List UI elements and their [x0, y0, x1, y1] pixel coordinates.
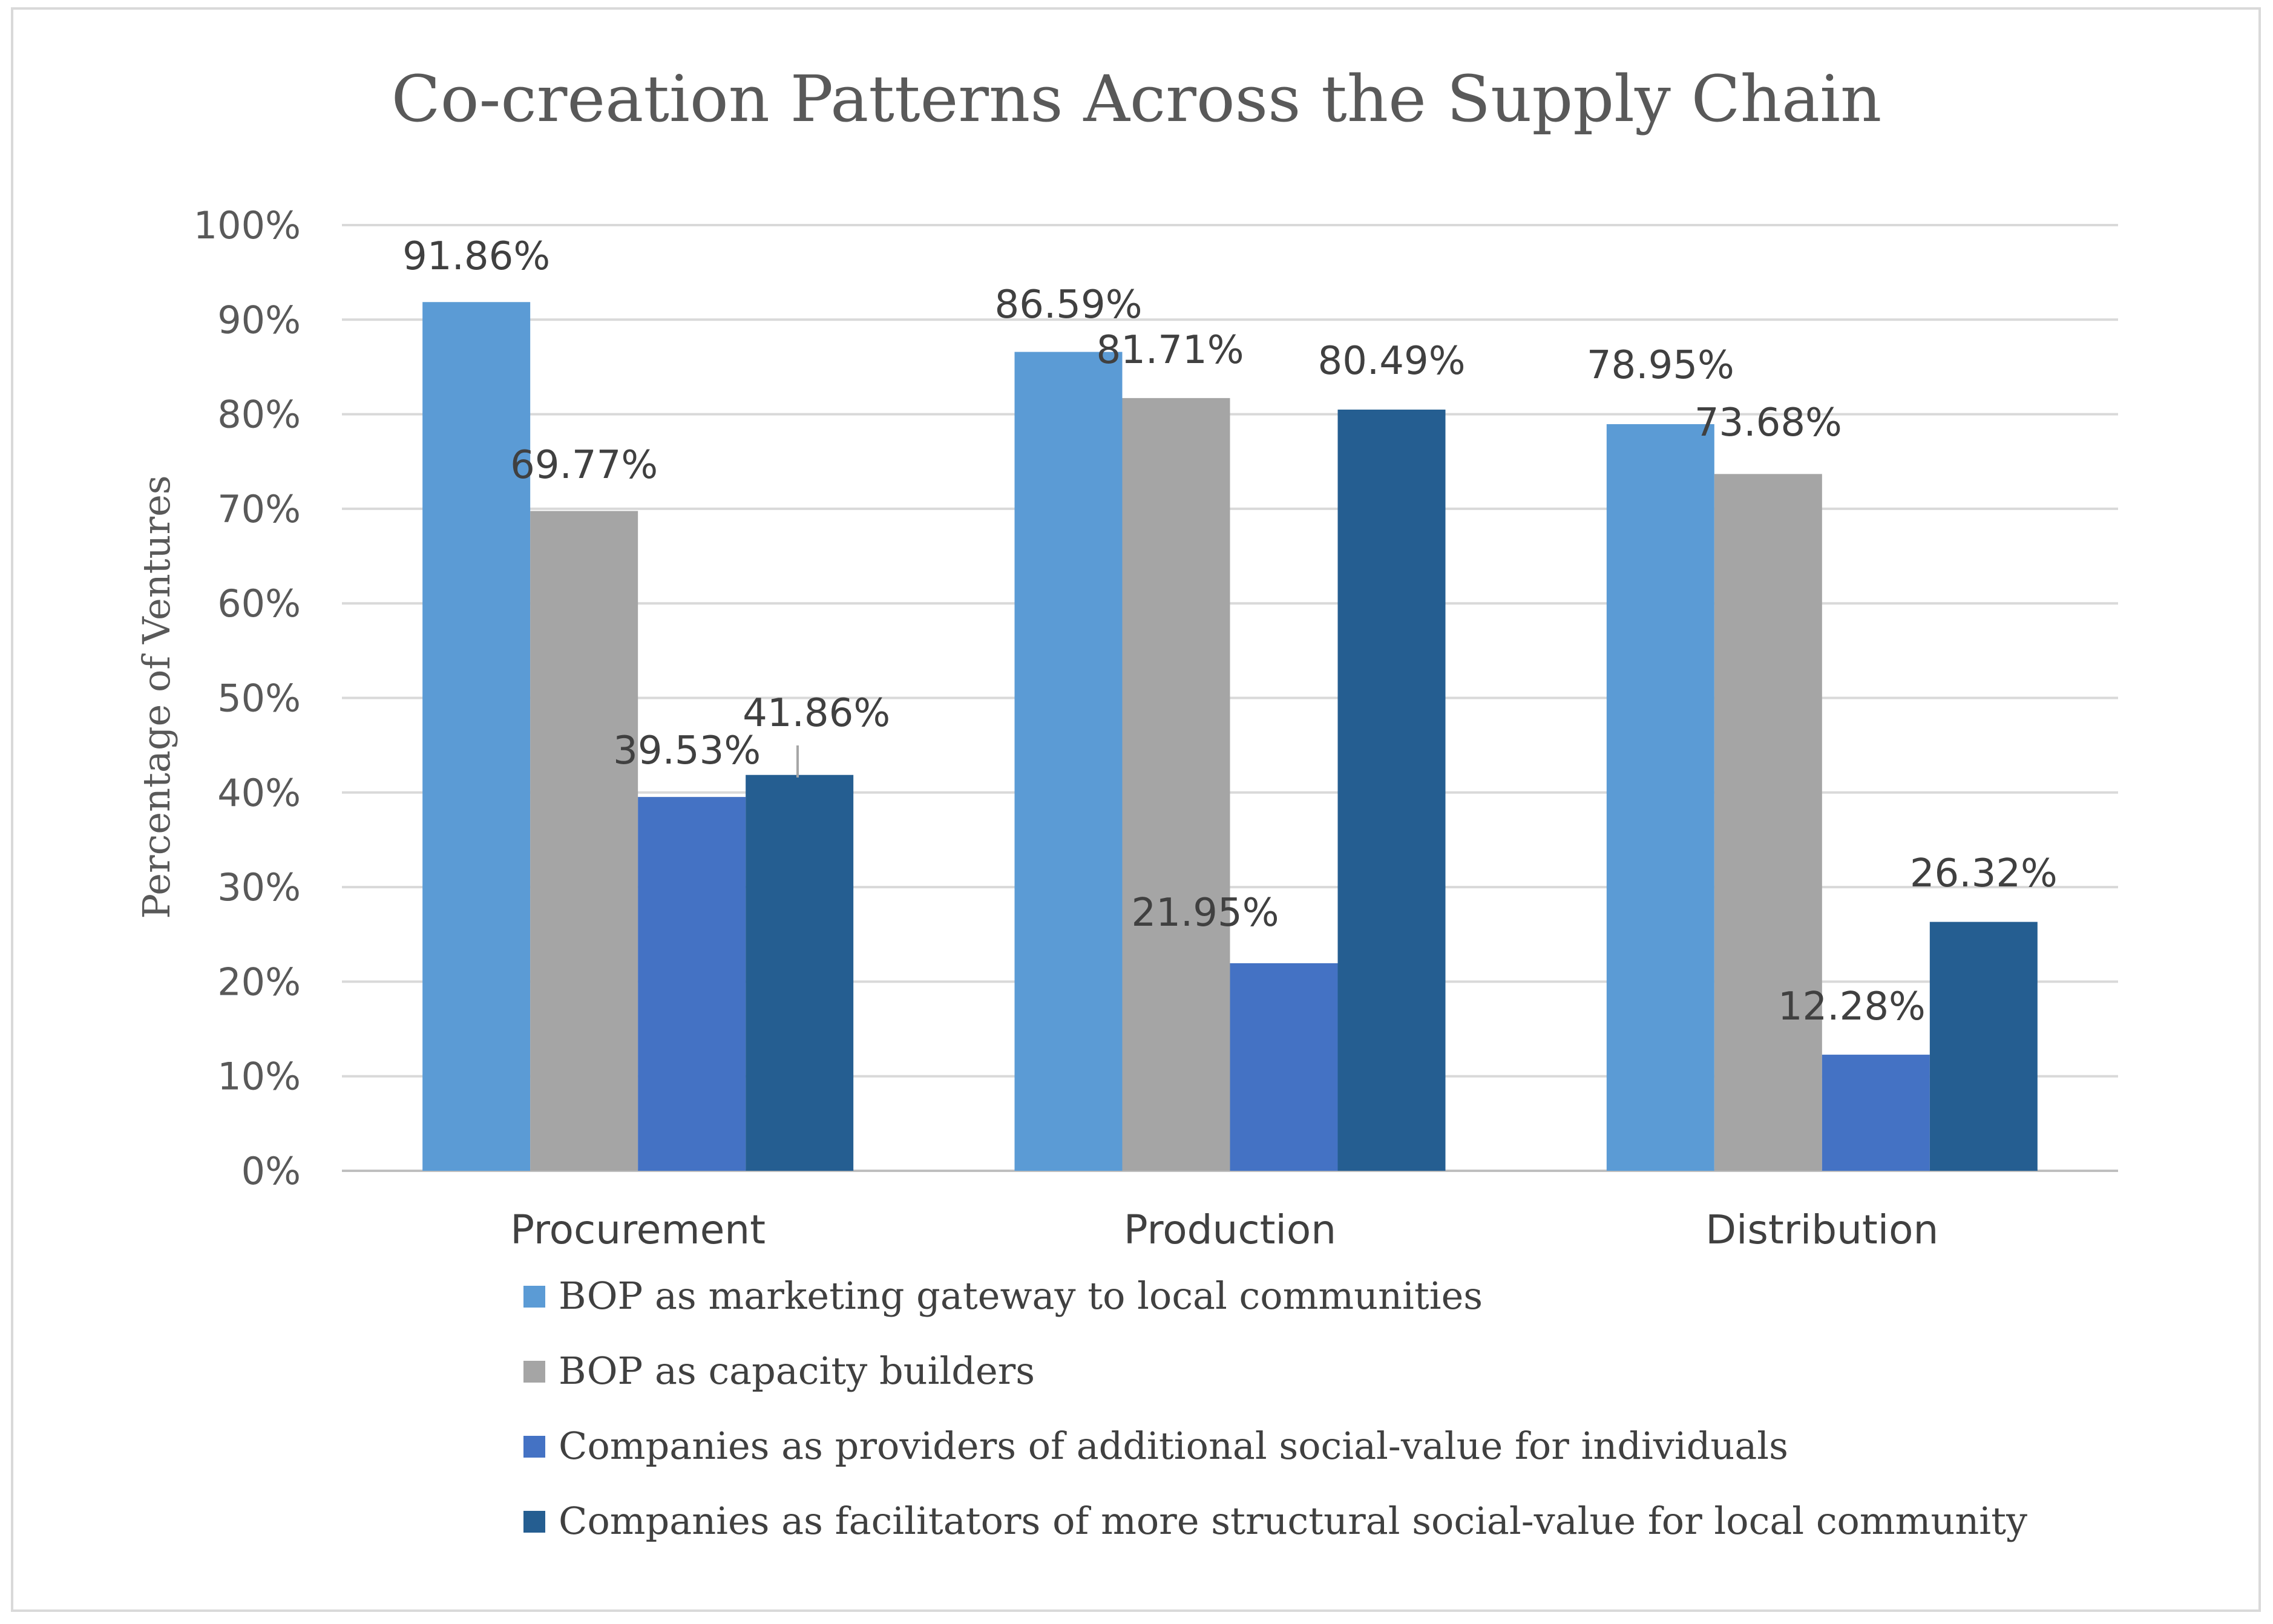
y-tick-label: 100%: [194, 203, 301, 247]
y-tick-label: 30%: [217, 865, 301, 909]
bar-production-series-2: [1122, 398, 1230, 1171]
legend-label: BOP as marketing gateway to local commun…: [559, 1274, 1483, 1318]
legend-label: Companies as facilitators of more struct…: [559, 1499, 2027, 1543]
y-tick-label: 40%: [217, 771, 301, 815]
data-label: 26.32%: [1910, 851, 2058, 896]
data-label: 81.71%: [1096, 328, 1244, 373]
bar-procurement-series-4: [746, 774, 854, 1171]
bar-procurement-series-2: [530, 511, 638, 1171]
bar-procurement-series-1: [422, 302, 531, 1171]
data-label: 39.53%: [613, 729, 761, 773]
bar-production-series-4: [1337, 409, 1446, 1171]
legend-label: Companies as providers of additional soc…: [559, 1424, 1788, 1468]
x-category-label: Distribution: [1705, 1207, 1938, 1253]
data-label: 86.59%: [994, 283, 1142, 327]
legend-label: BOP as capacity builders: [559, 1349, 1035, 1393]
y-tick-label: 80%: [217, 393, 301, 437]
data-label: 12.28%: [1778, 984, 1926, 1029]
legend-swatch: [523, 1436, 545, 1458]
data-label: 78.95%: [1587, 343, 1734, 388]
bar-distribution-series-1: [1606, 424, 1714, 1171]
x-category-label: Production: [1124, 1207, 1336, 1253]
legend-swatch: [523, 1511, 545, 1533]
bar-production-series-1: [1014, 352, 1123, 1171]
y-tick-label: 10%: [217, 1055, 301, 1099]
data-label: 91.86%: [402, 234, 550, 279]
legend-swatch: [523, 1286, 545, 1308]
data-label: 21.95%: [1131, 891, 1279, 935]
data-label: 73.68%: [1694, 401, 1842, 445]
data-labels: 91.86% 69.77% 39.53%41.86% 86.59%81.71% 21.9…: [402, 234, 2058, 1029]
data-label: 41.86%: [743, 691, 890, 736]
legend: BOP as marketing gateway to local commun…: [523, 1274, 2027, 1543]
chart-title: Co-creation Patterns Across the Supply C…: [392, 62, 1882, 136]
bar-production-series-3: [1230, 963, 1338, 1171]
bar-procurement-series-3: [638, 797, 746, 1171]
data-label: 80.49%: [1317, 339, 1465, 384]
bar-distribution-series-2: [1714, 474, 1822, 1171]
y-tick-label: 0%: [241, 1149, 301, 1193]
category-labels: Procurement Production Distribution: [510, 1207, 1938, 1253]
y-tick-label: 20%: [217, 960, 301, 1004]
y-tick-label: 90%: [217, 298, 301, 342]
y-tick-label: 70%: [217, 487, 301, 531]
x-category-label: Procurement: [510, 1207, 766, 1253]
legend-swatch: [523, 1361, 545, 1383]
y-axis-label: Percentage of Ventures: [134, 475, 179, 918]
bar-distribution-series-3: [1822, 1055, 1930, 1171]
bars: [422, 302, 2038, 1171]
data-label: 69.77%: [510, 443, 658, 488]
y-tick-label: 60%: [217, 581, 301, 626]
bar-distribution-series-4: [1929, 922, 2038, 1171]
y-tick-label: 50%: [217, 676, 301, 721]
